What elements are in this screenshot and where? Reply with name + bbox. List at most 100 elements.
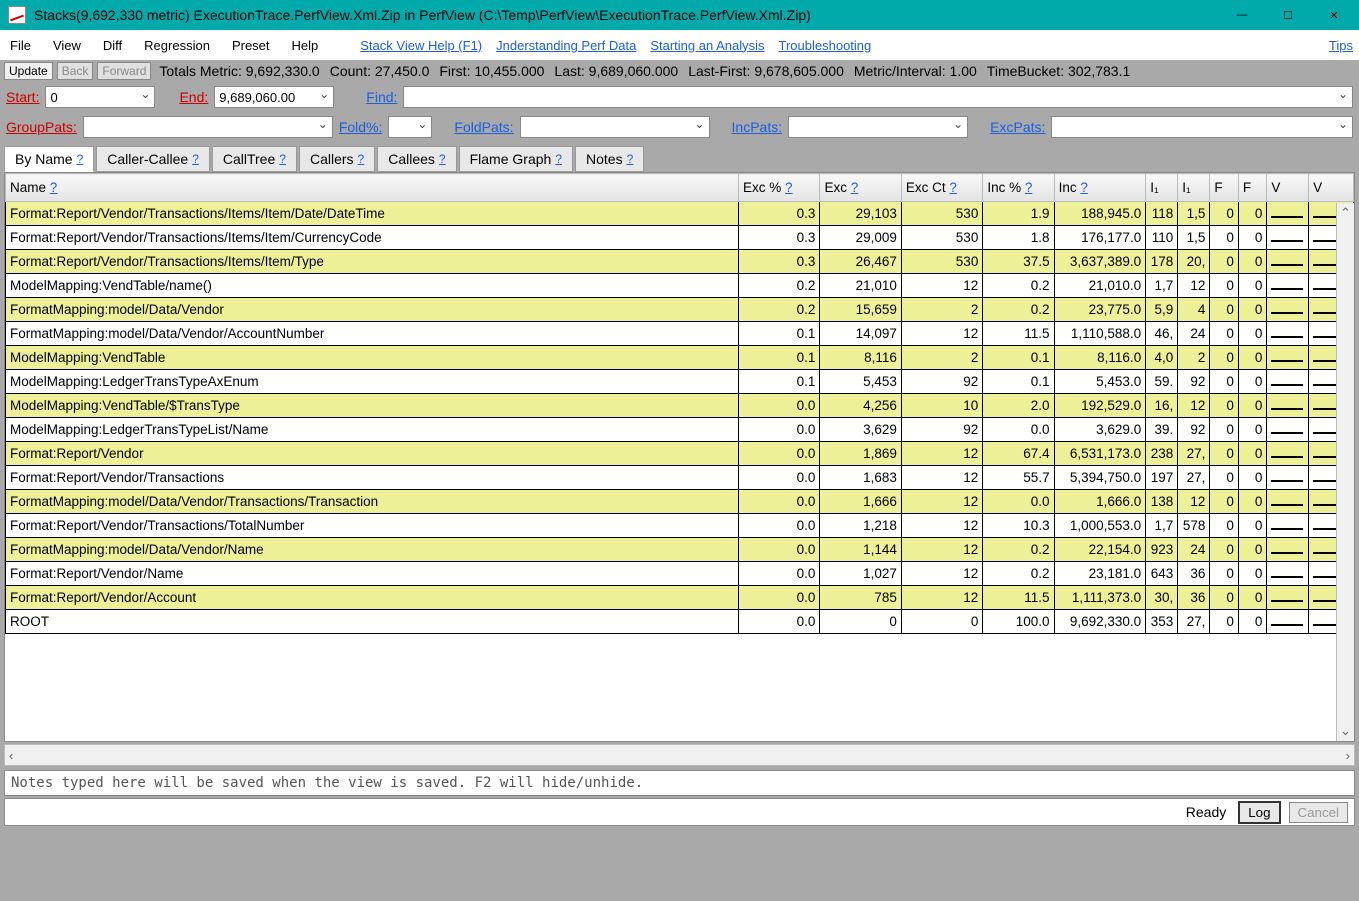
scroll-up-icon[interactable]: ⌃ — [1340, 205, 1351, 221]
scroll-right-icon[interactable]: › — [1346, 748, 1350, 763]
col-exc-pct[interactable]: Exc % ? — [739, 174, 820, 202]
maximize-button[interactable]: ☐ — [1265, 0, 1311, 30]
table-row[interactable]: ROOT0.000100.09,692,330.035327,00 — [6, 610, 1354, 634]
col-inc[interactable]: Inc ? — [1054, 174, 1146, 202]
foldpats-label[interactable]: FoldPats: — [454, 119, 513, 135]
table-row[interactable]: ModelMapping:VendTable/name()0.221,01012… — [6, 274, 1354, 298]
cell-name[interactable]: ModelMapping:LedgerTransTypeAxEnum — [6, 370, 739, 394]
tab-flame-graph[interactable]: Flame Graph? — [459, 146, 573, 172]
menu-regression[interactable]: Regression — [140, 36, 214, 55]
table-row[interactable]: Format:Report/Vendor/Transactions0.01,68… — [6, 466, 1354, 490]
foldpct-label[interactable]: Fold%: — [339, 119, 383, 135]
foldpats-input[interactable] — [520, 116, 710, 138]
table-row[interactable]: Format:Report/Vendor/Transactions/Items/… — [6, 250, 1354, 274]
excpats-label[interactable]: ExcPats: — [990, 119, 1045, 135]
link-starting-analysis[interactable]: Starting an Analysis — [650, 38, 764, 53]
horizontal-scrollbar[interactable]: ‹ › — [4, 744, 1355, 766]
table-row[interactable]: Format:Report/Vendor/Transactions/Items/… — [6, 202, 1354, 226]
cell-name[interactable]: Format:Report/Vendor/Transactions/Items/… — [6, 202, 739, 226]
cell-name[interactable]: Format:Report/Vendor/Transactions — [6, 466, 739, 490]
vertical-scrollbar[interactable]: ⌃ ⌄ — [1336, 203, 1354, 741]
col-n2[interactable]: I₁ — [1178, 174, 1210, 202]
cell-name[interactable]: FormatMapping:model/Data/Vendor — [6, 298, 739, 322]
cell-name[interactable]: FormatMapping:model/Data/Vendor/Name — [6, 538, 739, 562]
find-label[interactable]: Find: — [366, 89, 397, 105]
cell-name[interactable]: Format:Report/Vendor/Name — [6, 562, 739, 586]
table-row[interactable]: FormatMapping:model/Data/Vendor/Transact… — [6, 490, 1354, 514]
menu-help[interactable]: Help — [288, 36, 323, 55]
update-button[interactable]: Update — [4, 62, 53, 80]
table-row[interactable]: Format:Report/Vendor0.01,8691267.46,531,… — [6, 442, 1354, 466]
cell-c3: 0 — [1210, 538, 1239, 562]
table-row[interactable]: FormatMapping:model/Data/Vendor/Name0.01… — [6, 538, 1354, 562]
excpats-input[interactable] — [1051, 116, 1353, 138]
log-button[interactable]: Log — [1238, 801, 1280, 824]
scroll-left-icon[interactable]: ‹ — [9, 748, 13, 763]
tab-callees[interactable]: Callees? — [377, 146, 456, 172]
table-row[interactable]: Format:Report/Vendor/Transactions/TotalN… — [6, 514, 1354, 538]
table-row[interactable]: Format:Report/Vendor/Account0.07851211.5… — [6, 586, 1354, 610]
grouppats-label[interactable]: GroupPats: — [6, 119, 77, 135]
end-label[interactable]: End: — [179, 89, 208, 105]
col-n1[interactable]: I₁ — [1146, 174, 1178, 202]
col-n3[interactable]: F — [1210, 174, 1239, 202]
incpats-input[interactable] — [788, 116, 968, 138]
link-tips[interactable]: Tips — [1329, 38, 1353, 53]
tab-by-name[interactable]: By Name? — [4, 146, 94, 172]
menu-file[interactable]: File — [6, 36, 35, 55]
end-input[interactable]: 9,689,060.00 — [214, 86, 334, 108]
tab-calltree[interactable]: CallTree? — [212, 146, 297, 172]
cell-name[interactable]: Format:Report/Vendor/Account — [6, 586, 739, 610]
close-button[interactable]: ✕ — [1311, 0, 1357, 30]
cell-name[interactable]: ModelMapping:VendTable — [6, 346, 739, 370]
forward-button[interactable]: Forward — [97, 62, 151, 80]
cancel-button[interactable]: Cancel — [1289, 802, 1349, 823]
cell-name[interactable]: ModelMapping:LedgerTransTypeList/Name — [6, 418, 739, 442]
table-row[interactable]: FormatMapping:model/Data/Vendor/AccountN… — [6, 322, 1354, 346]
data-grid[interactable]: Name ? Exc % ? Exc ? Exc Ct ? Inc % ? In… — [5, 173, 1354, 634]
cell-name[interactable]: ROOT — [6, 610, 739, 634]
table-row[interactable]: ModelMapping:VendTable0.18,11620.18,116.… — [6, 346, 1354, 370]
start-label[interactable]: Start: — [6, 89, 39, 105]
tab-notes[interactable]: Notes? — [575, 146, 644, 172]
incpats-label[interactable]: IncPats: — [732, 119, 783, 135]
cell-name[interactable]: ModelMapping:VendTable/name() — [6, 274, 739, 298]
col-inc-pct[interactable]: Inc % ? — [983, 174, 1054, 202]
tab-callers[interactable]: Callers? — [299, 146, 375, 172]
cell-name[interactable]: ModelMapping:VendTable/$TransType — [6, 394, 739, 418]
back-button[interactable]: Back — [57, 62, 94, 80]
col-name[interactable]: Name ? — [6, 174, 739, 202]
cell-name[interactable]: Format:Report/Vendor/Transactions/Items/… — [6, 226, 739, 250]
col-n5[interactable]: V — [1267, 174, 1309, 202]
menu-view[interactable]: View — [49, 36, 85, 55]
col-n6[interactable]: V — [1309, 174, 1354, 202]
grouppats-input[interactable] — [83, 116, 333, 138]
menu-diff[interactable]: Diff — [99, 36, 126, 55]
col-exc-ct[interactable]: Exc Ct ? — [901, 174, 982, 202]
table-row[interactable]: Format:Report/Vendor/Name0.01,027120.223… — [6, 562, 1354, 586]
table-row[interactable]: ModelMapping:LedgerTransTypeList/Name0.0… — [6, 418, 1354, 442]
col-exc[interactable]: Exc ? — [820, 174, 901, 202]
cell-name[interactable]: FormatMapping:model/Data/Vendor/Transact… — [6, 490, 739, 514]
foldpct-input[interactable] — [388, 116, 432, 138]
find-input[interactable] — [403, 86, 1353, 108]
menu-preset[interactable]: Preset — [228, 36, 274, 55]
cell-name[interactable]: Format:Report/Vendor — [6, 442, 739, 466]
scroll-down-icon[interactable]: ⌄ — [1340, 723, 1351, 739]
table-row[interactable]: ModelMapping:LedgerTransTypeAxEnum0.15,4… — [6, 370, 1354, 394]
table-row[interactable]: FormatMapping:model/Data/Vendor0.215,659… — [6, 298, 1354, 322]
cell-c4: 0 — [1238, 394, 1267, 418]
cell-name[interactable]: FormatMapping:model/Data/Vendor/AccountN… — [6, 322, 739, 346]
notes-input[interactable]: Notes typed here will be saved when the … — [4, 770, 1355, 796]
table-row[interactable]: Format:Report/Vendor/Transactions/Items/… — [6, 226, 1354, 250]
start-input[interactable]: 0 — [45, 86, 155, 108]
link-stack-view-help[interactable]: Stack View Help (F1) — [360, 38, 482, 53]
minimize-button[interactable]: — — [1219, 0, 1265, 30]
cell-name[interactable]: Format:Report/Vendor/Transactions/Items/… — [6, 250, 739, 274]
col-n4[interactable]: F — [1238, 174, 1267, 202]
link-troubleshooting[interactable]: Troubleshooting — [779, 38, 872, 53]
cell-name[interactable]: Format:Report/Vendor/Transactions/TotalN… — [6, 514, 739, 538]
tab-caller-callee[interactable]: Caller-Callee? — [96, 146, 210, 172]
link-understanding-perf[interactable]: Jnderstanding Perf Data — [496, 38, 636, 53]
table-row[interactable]: ModelMapping:VendTable/$TransType0.04,25… — [6, 394, 1354, 418]
